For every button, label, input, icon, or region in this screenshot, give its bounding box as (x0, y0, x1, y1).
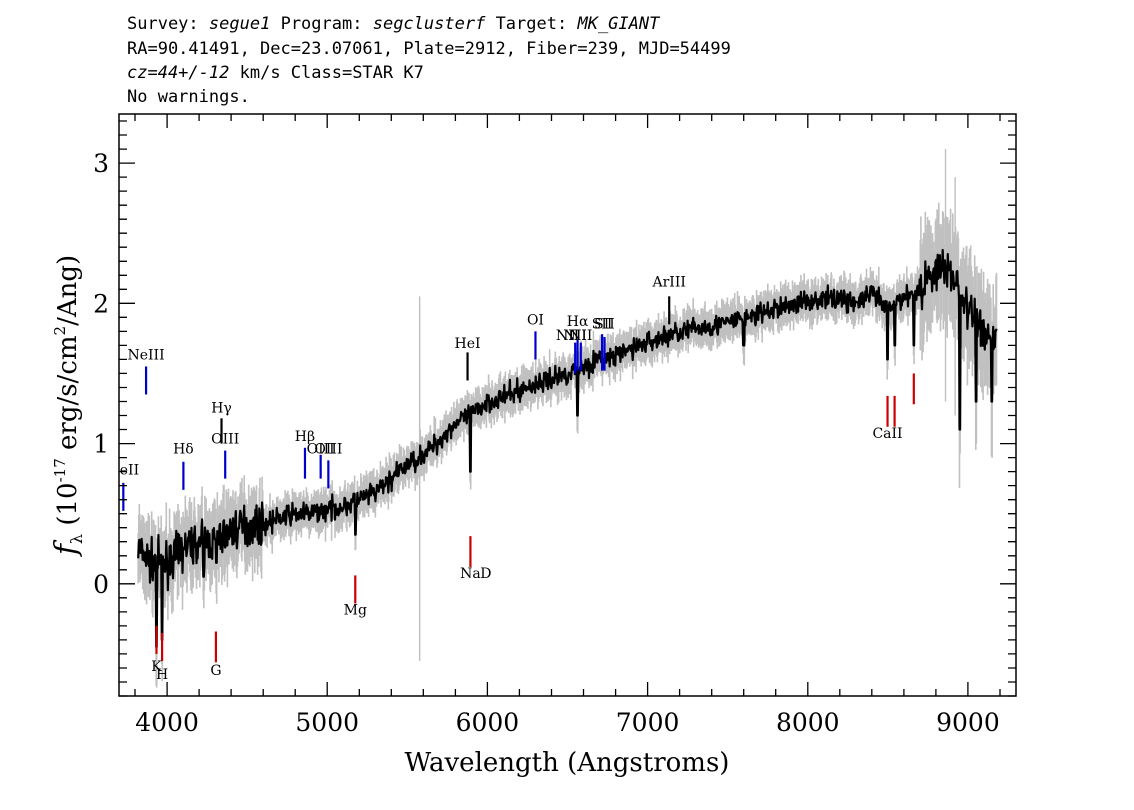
y-tick-label-3: 3 (93, 149, 109, 178)
line-label-extra-d-1: D (480, 566, 491, 582)
line-label-h-17: H (156, 667, 168, 683)
survey-label: Survey: (127, 14, 199, 34)
header-line-4: No warnings. (127, 87, 250, 107)
line-label-neiii-1: NeIII (127, 347, 164, 363)
line-label-oi-9: OI (527, 312, 544, 328)
line-label-oiii-6: OIII (307, 441, 335, 457)
line-label-k-16: K (151, 659, 162, 675)
x-tick-label-8000: 8000 (776, 708, 840, 737)
flux-series-line (137, 248, 998, 648)
line-label-sii-14: SII (594, 317, 615, 333)
target-label: Target: (496, 14, 568, 34)
program-value: segclusterf (373, 14, 486, 34)
spectral-line-markers (122, 296, 915, 663)
y-tick-label-0: 0 (93, 570, 109, 599)
redshift-value: cz=44+/-12 (127, 63, 229, 83)
y-axis-exp1: -17 (51, 458, 69, 482)
y-axis-subscript: λ (67, 534, 86, 544)
y-tick-label-2: 2 (93, 289, 109, 318)
x-tick-label-7000: 7000 (616, 708, 680, 737)
x-tick-label-9000: 9000 (936, 708, 1000, 737)
line-label-g-18: G (210, 663, 221, 679)
line-label-h--11: Hα (567, 314, 589, 330)
header-line-1: Survey: segue1 Program: segclusterf Targ… (127, 14, 661, 34)
line-label-mg-19: Mg (344, 603, 367, 619)
noise-envelope (137, 202, 998, 688)
line-label-h--3: Hγ (211, 401, 232, 417)
y-tick-label-1: 1 (93, 430, 109, 459)
line-label-extra-nii-0: NII (556, 328, 579, 344)
survey-value: segue1 (209, 14, 270, 34)
y-axis-post: /Ang) (53, 255, 83, 326)
class-value: km/s Class=STAR K7 (240, 63, 424, 83)
line-label-nii-10: NII (564, 328, 587, 344)
line-label-oiii-4: OIII (211, 432, 239, 448)
line-label-h--5: Hβ (295, 429, 315, 445)
header: Survey: segue1 Program: segclusterf Targ… (127, 14, 731, 107)
x-axis-title: Wavelength (Angstroms) (405, 748, 730, 778)
line-label-na-20: Na (460, 566, 481, 582)
y-axis-title: fλ (10-17 erg/s/cm2/Ang) (49, 255, 86, 557)
line-label-neii-0: NeII (108, 462, 140, 478)
y-axis-pre: (10 (53, 482, 83, 525)
line-label-ariii-15: ArIII (652, 274, 686, 290)
line-label-sii-13: SII (592, 317, 613, 333)
axis-tick-labels: 4000 5000 6000 7000 8000 9000 0 1 2 3 (93, 149, 1000, 737)
y-axis-unit: erg/s/cm (53, 335, 83, 450)
line-label-h--2: Hδ (173, 441, 194, 457)
axis-ticks (119, 114, 1016, 697)
noise-band (137, 149, 998, 688)
x-tick-label-5000: 5000 (295, 708, 359, 737)
y-axis-exp2: 2 (51, 326, 69, 336)
target-value: MK_GIANT (576, 14, 661, 34)
line-label-hei-8: HeI (455, 336, 481, 352)
line-label-caii-21: CaII (872, 426, 902, 442)
plot-frame (118, 113, 1017, 697)
x-tick-label-4000: 4000 (135, 708, 199, 737)
program-label: Program: (281, 14, 363, 34)
x-tick-label-6000: 6000 (456, 708, 520, 737)
line-label-nii-12: NII (569, 328, 592, 344)
tick-marks (119, 114, 1016, 697)
line-label-oiii-7: OIII (314, 441, 342, 457)
header-line-3: cz=44+/-12 km/s Class=STAR K7 (127, 63, 424, 83)
header-line-2: RA=90.41491, Dec=23.07061, Plate=2912, F… (127, 39, 731, 59)
